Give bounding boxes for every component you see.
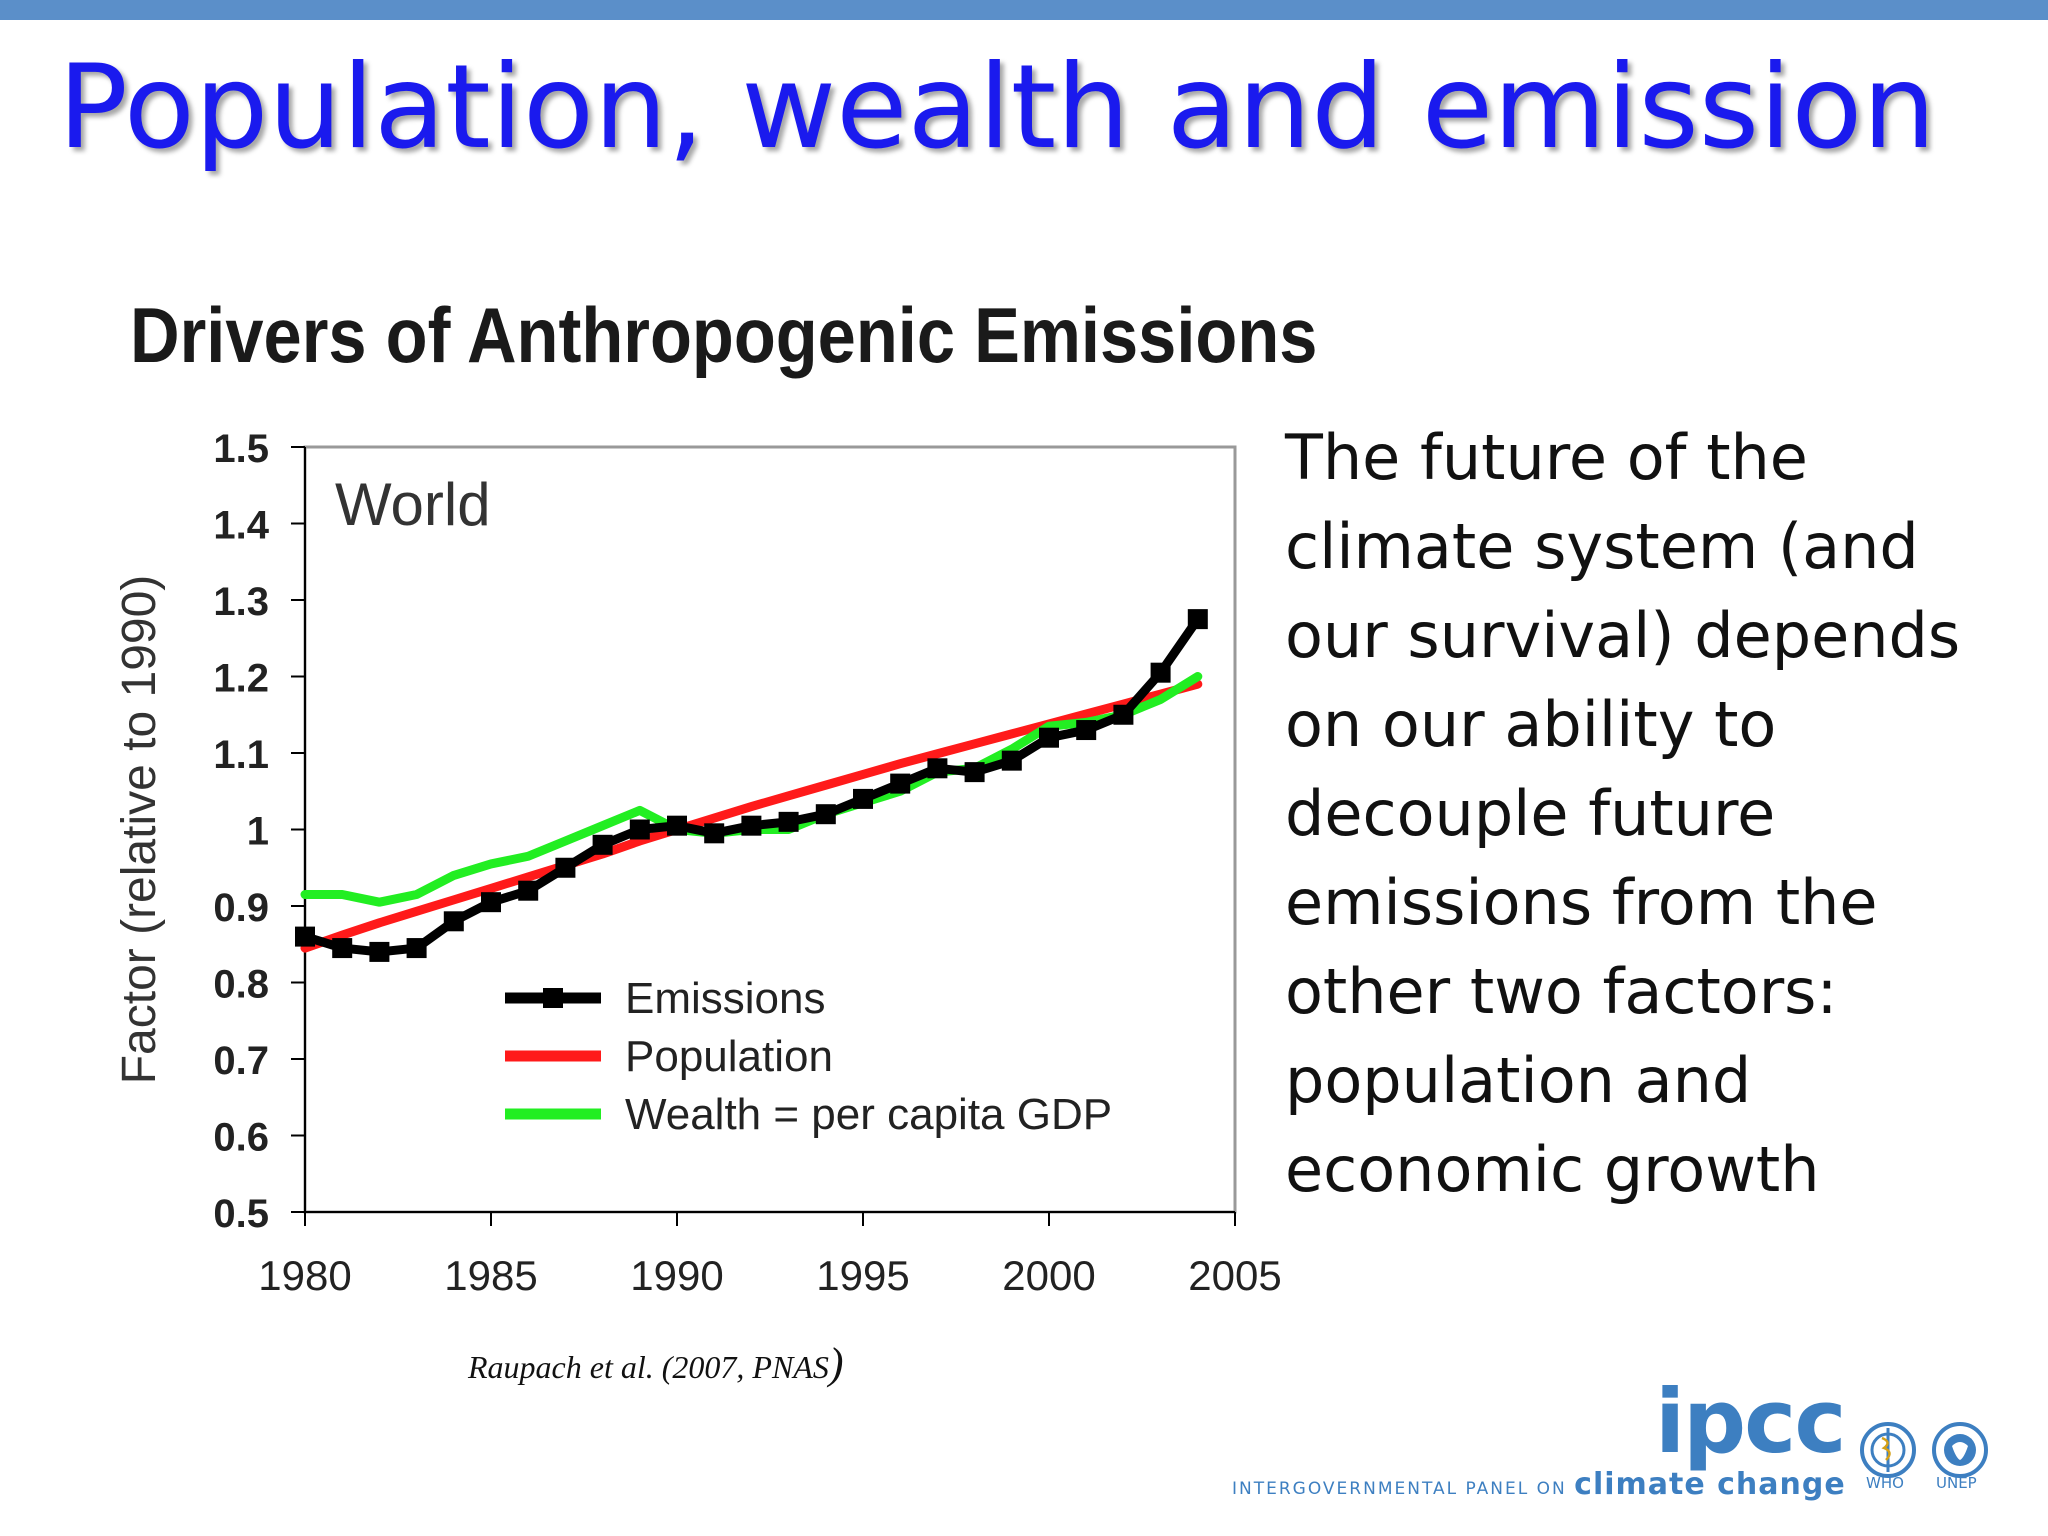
data-point-marker <box>927 758 948 779</box>
top-accent-bar <box>0 0 2048 20</box>
y-tick-label: 1.2 <box>213 657 269 701</box>
citation-paren: ) <box>828 1339 844 1388</box>
ipcc-logo-tagline: INTERGOVERNMENTAL PANEL ON climate chang… <box>1232 1467 1846 1502</box>
data-point-marker <box>815 804 836 825</box>
unep-emblem-icon <box>1932 1422 1988 1478</box>
x-tick-label: 1980 <box>258 1252 351 1299</box>
legend-label: Wealth = per capita GDP <box>625 1090 1112 1139</box>
data-point-marker <box>853 788 873 809</box>
body-line: our survival) depends <box>1285 599 1961 672</box>
logo-panel-suffix: climate change <box>1574 1467 1846 1502</box>
y-tick-label: 0.8 <box>213 963 269 1007</box>
legend-label: Population <box>625 1032 833 1081</box>
body-line: decouple future <box>1285 777 1776 850</box>
data-point-marker <box>406 938 427 959</box>
data-point-marker <box>741 815 762 836</box>
data-point-marker <box>592 834 613 855</box>
data-point-marker <box>332 938 353 959</box>
body-line: economic growth <box>1285 1133 1820 1206</box>
y-tick-label: 0.9 <box>213 886 269 930</box>
data-point-marker <box>704 823 725 844</box>
body-text: The future of the climate system (and ou… <box>1285 413 2005 1214</box>
ipcc-logo: ipcc <box>1655 1370 1846 1473</box>
who-emblem-icon <box>1860 1422 1916 1478</box>
x-tick-label: 1995 <box>816 1252 909 1299</box>
slide-title: Population, wealth and emission <box>58 40 1936 175</box>
y-tick-label: 1.5 <box>213 427 269 471</box>
data-point-marker <box>778 811 799 832</box>
body-line: other two factors: <box>1285 955 1838 1028</box>
data-point-marker <box>1187 609 1208 630</box>
body-line: emissions from the <box>1285 866 1878 939</box>
data-point-marker <box>481 892 501 913</box>
legend-marker <box>543 988 563 1008</box>
data-point-marker <box>295 926 315 947</box>
data-point-marker <box>629 819 650 840</box>
y-tick-label: 1.4 <box>213 504 269 548</box>
y-tick-label: 1.1 <box>213 733 269 777</box>
panel-label: World <box>335 471 491 538</box>
data-point-marker <box>555 857 576 878</box>
unep-label: UNEP <box>1936 1474 1977 1492</box>
body-line: The future of the <box>1285 421 1808 494</box>
emissions-drivers-chart: 0.5 0.6 0.7 0.8 0.9 1 1.1 1.2 1.3 1.4 1.5 1980 1985 1… <box>113 427 1282 1299</box>
logo-panel-prefix: INTERGOVERNMENTAL PANEL ON <box>1232 1479 1567 1499</box>
data-point-marker <box>890 773 911 794</box>
data-point-marker <box>1076 720 1097 741</box>
data-point-marker <box>1001 750 1022 771</box>
y-tick-label: 0.7 <box>213 1039 269 1083</box>
y-tick-label: 1.3 <box>213 580 269 624</box>
data-point-marker <box>964 762 985 783</box>
who-label: WHO <box>1866 1474 1904 1492</box>
x-tick-label: 2000 <box>1002 1252 1095 1299</box>
citation-text: Raupach et al. (2007, PNAS <box>468 1349 829 1385</box>
x-tick-label: 1985 <box>444 1252 537 1299</box>
data-point-marker <box>369 941 390 962</box>
data-point-marker <box>518 880 539 901</box>
data-point-marker <box>1113 704 1134 725</box>
y-tick-label: 0.5 <box>213 1192 269 1236</box>
legend-label: Emissions <box>625 974 826 1023</box>
data-point-marker <box>443 911 464 932</box>
data-point-marker <box>1039 727 1059 748</box>
body-line: climate system (and <box>1285 510 1919 583</box>
body-line: population and <box>1285 1044 1752 1117</box>
y-axis-label: Factor (relative to 1990) <box>113 575 166 1085</box>
x-tick-label: 1990 <box>630 1252 723 1299</box>
data-point-marker <box>1150 662 1171 683</box>
chart-heading: Drivers of Anthropogenic Emissions <box>130 291 1318 379</box>
y-tick-label: 1 <box>247 810 269 854</box>
y-tick-label: 0.6 <box>213 1116 269 1160</box>
x-tick-label: 2005 <box>1188 1252 1281 1299</box>
data-point-marker <box>667 815 687 836</box>
citation: Raupach et al. (2007, PNAS) <box>468 1338 843 1389</box>
body-line: on our ability to <box>1285 688 1777 761</box>
